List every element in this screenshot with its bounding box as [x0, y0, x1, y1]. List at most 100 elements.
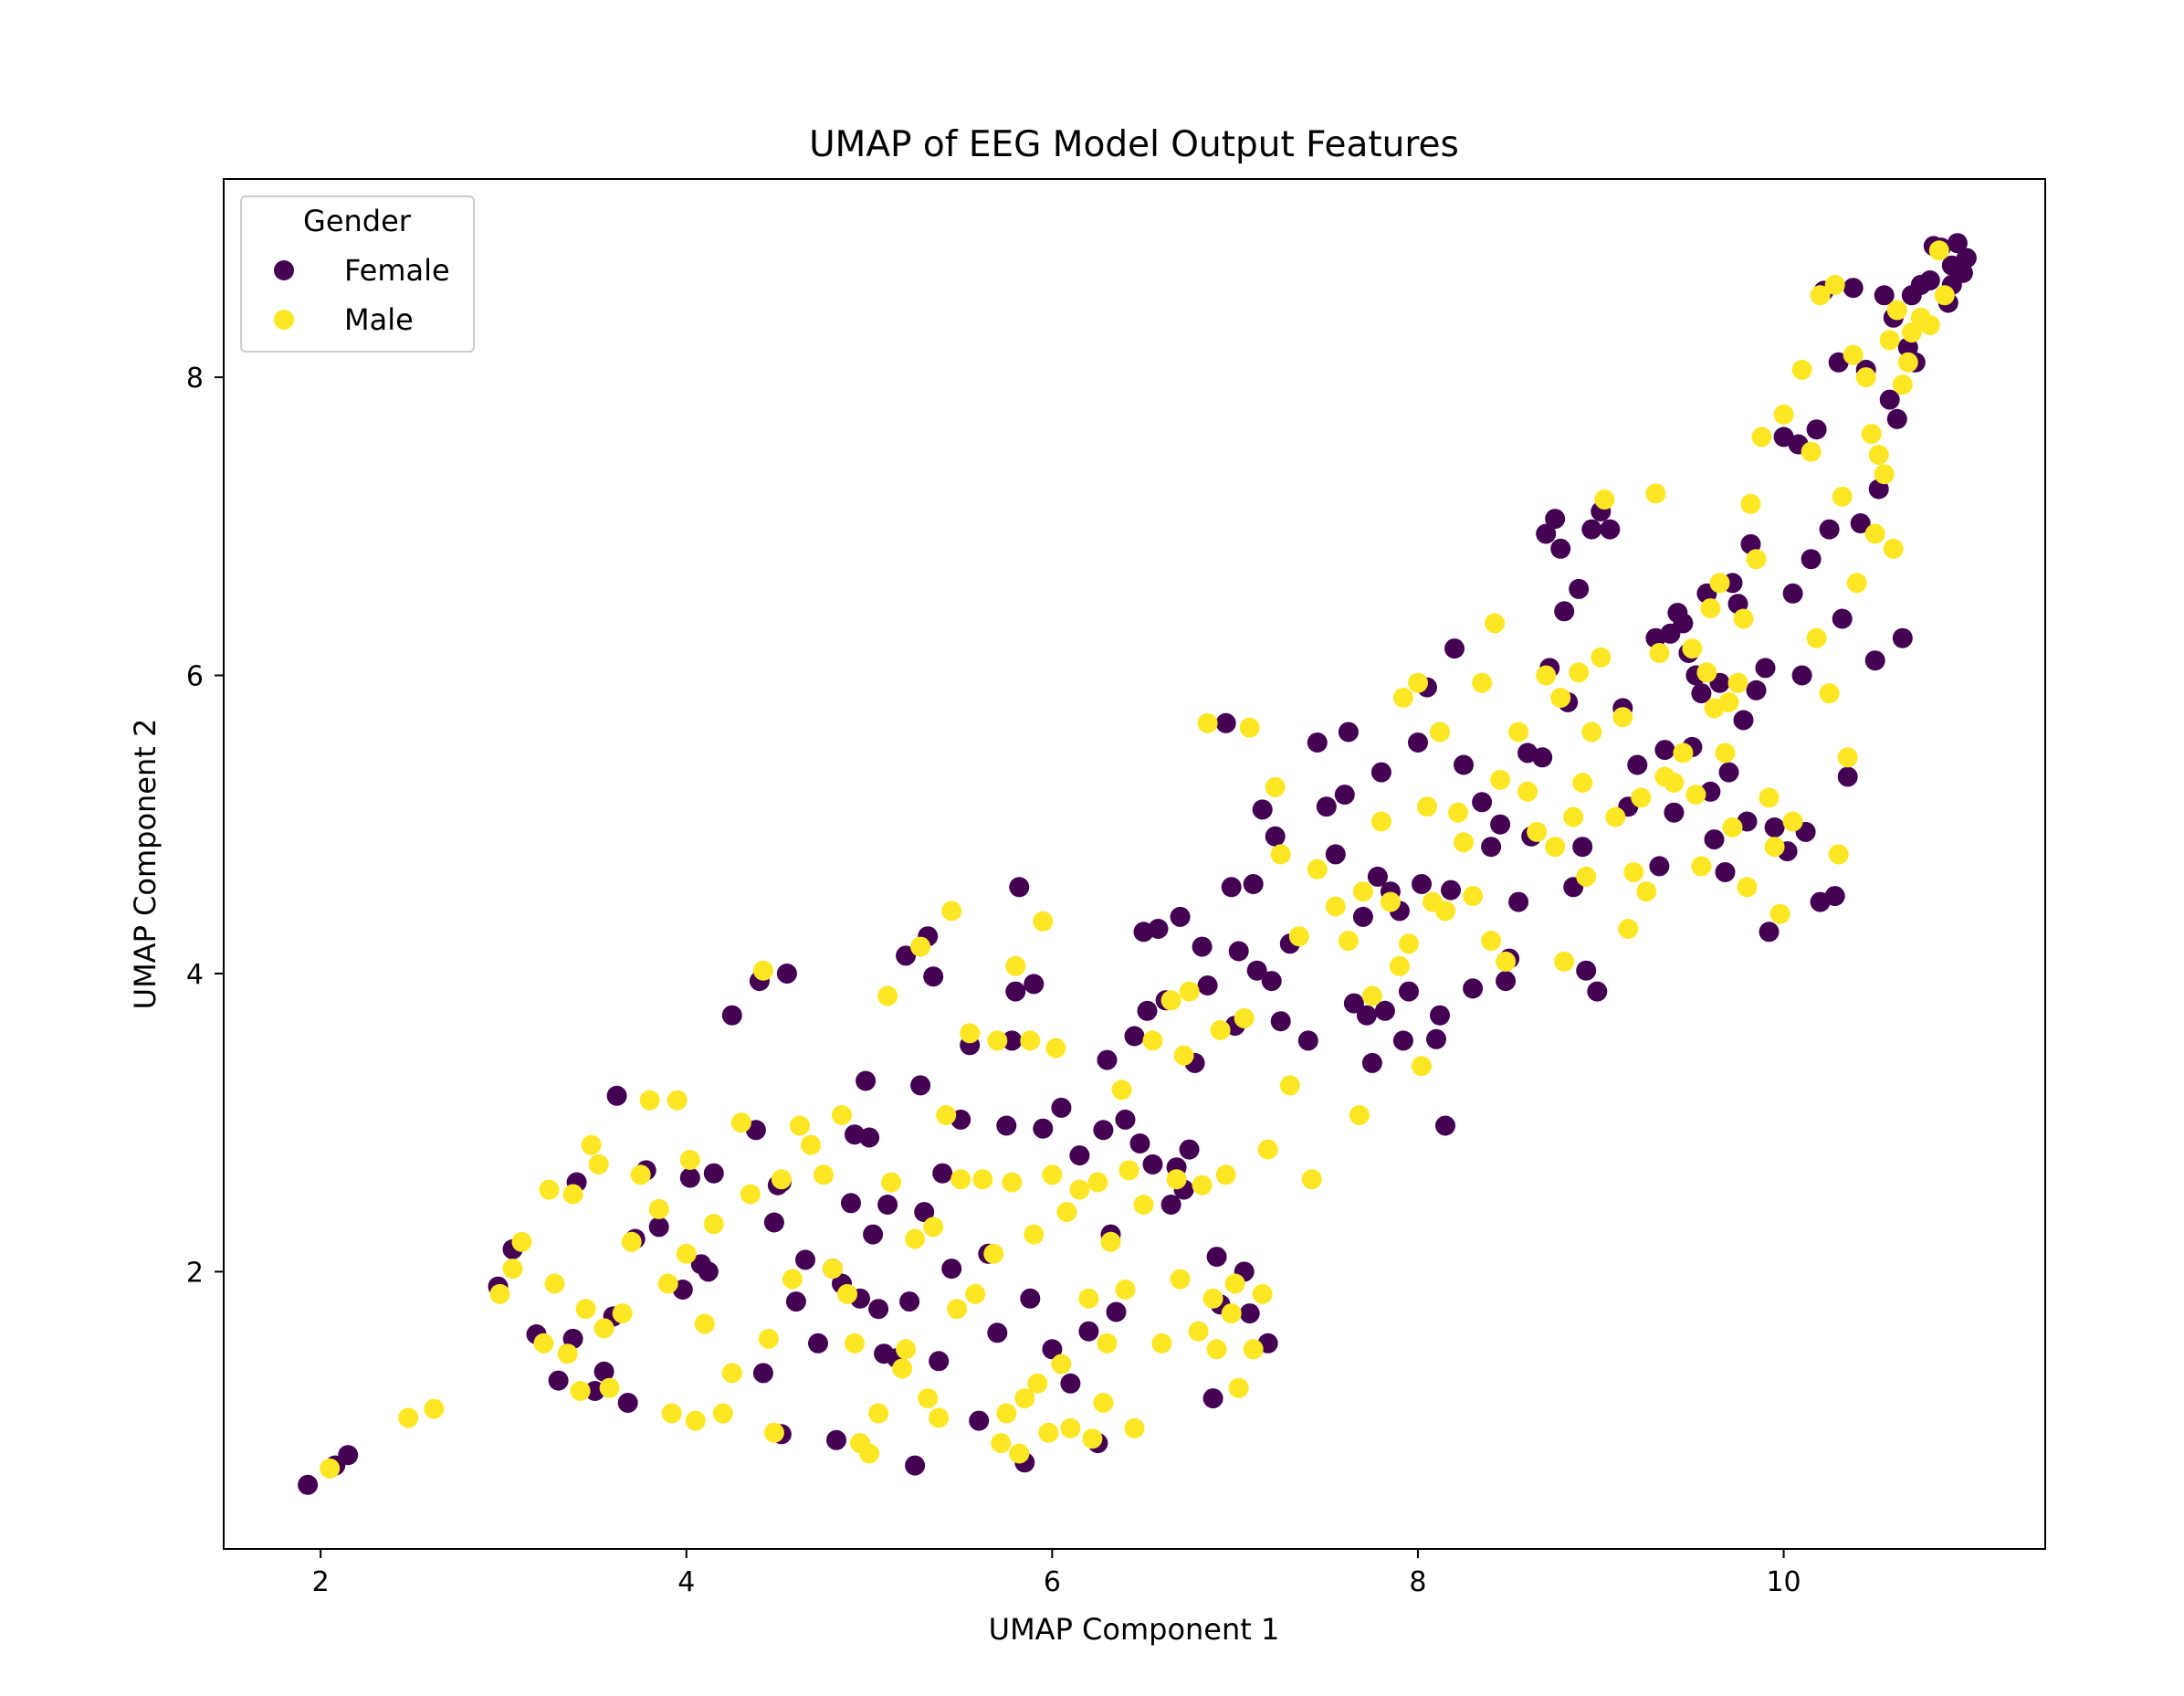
- x-tick-label: 6: [1044, 1566, 1061, 1598]
- point-male: [1197, 712, 1218, 733]
- point-female: [969, 1410, 990, 1431]
- point-female: [1864, 650, 1885, 671]
- point-female: [1252, 799, 1273, 820]
- point-male: [1751, 427, 1772, 448]
- point-male: [1874, 464, 1895, 485]
- point-male: [1270, 844, 1291, 865]
- point-male: [1027, 1373, 1048, 1394]
- point-female: [896, 945, 917, 966]
- point-female: [856, 1070, 877, 1091]
- point-female: [1367, 866, 1388, 887]
- point-female: [1270, 1011, 1291, 1032]
- point-male: [1563, 806, 1584, 827]
- point-female: [1843, 278, 1864, 299]
- point-male: [1118, 1160, 1139, 1181]
- point-male: [1051, 1354, 1072, 1375]
- point-male: [575, 1299, 596, 1320]
- point-male: [639, 1090, 660, 1111]
- point-male: [661, 1403, 682, 1424]
- point-male: [1828, 844, 1849, 865]
- point-male: [721, 1363, 742, 1384]
- point-female: [1733, 710, 1754, 731]
- point-male: [667, 1090, 688, 1111]
- point-male: [1087, 1172, 1108, 1193]
- point-male: [1737, 877, 1758, 898]
- point-female: [1334, 785, 1355, 806]
- point-male: [1715, 743, 1736, 764]
- point-female: [1832, 608, 1853, 629]
- point-male: [740, 1184, 761, 1205]
- point-female: [1554, 601, 1575, 622]
- point-male: [511, 1231, 532, 1252]
- point-male: [1536, 665, 1557, 686]
- point-female: [721, 1005, 742, 1026]
- point-male: [1100, 1231, 1121, 1252]
- x-axis-label: UMAP Component 1: [989, 1612, 1280, 1647]
- point-male: [1020, 1030, 1041, 1051]
- point-male: [960, 1023, 981, 1044]
- point-female: [1764, 817, 1785, 837]
- point-female: [1791, 665, 1812, 686]
- point-female: [1536, 523, 1557, 544]
- point-male: [892, 1358, 913, 1379]
- point-male: [648, 1198, 669, 1219]
- point-male: [1257, 1139, 1278, 1160]
- point-male: [1279, 1075, 1300, 1096]
- point-female: [1228, 941, 1249, 962]
- point-male: [1307, 859, 1328, 880]
- legend-marker-female: [274, 260, 294, 280]
- point-male: [1773, 404, 1794, 425]
- point-male: [1463, 886, 1484, 907]
- point-female: [1399, 981, 1419, 1002]
- point-female: [1569, 578, 1590, 599]
- point-female: [1481, 837, 1502, 858]
- point-male: [1160, 990, 1181, 1011]
- point-female: [1412, 874, 1432, 894]
- point-female: [1170, 906, 1191, 927]
- point-male: [533, 1333, 554, 1354]
- point-female: [1356, 1005, 1377, 1026]
- point-female: [1124, 1026, 1145, 1047]
- point-female: [1307, 732, 1328, 753]
- point-female: [795, 1249, 815, 1270]
- point-male: [1919, 315, 1940, 335]
- point-male: [1740, 493, 1761, 514]
- series-male: [320, 240, 1955, 1479]
- point-male: [570, 1381, 591, 1401]
- point-male: [1709, 573, 1730, 594]
- point-female: [648, 1217, 669, 1238]
- point-male: [1554, 951, 1575, 972]
- point-male: [1024, 1224, 1045, 1245]
- point-male: [1517, 781, 1538, 802]
- point-female: [1192, 936, 1213, 957]
- point-male: [657, 1273, 678, 1294]
- point-male: [1928, 240, 1949, 261]
- point-male: [1810, 285, 1831, 306]
- point-male: [1093, 1393, 1114, 1413]
- point-male: [1097, 1333, 1118, 1354]
- point-female: [1454, 754, 1474, 775]
- point-male: [581, 1134, 602, 1155]
- point-male: [1868, 445, 1889, 465]
- point-female: [1718, 762, 1739, 783]
- point-male: [557, 1343, 578, 1364]
- point-female: [1850, 513, 1871, 533]
- legend-label-female: Female: [344, 253, 450, 288]
- point-male: [1481, 931, 1502, 952]
- point-male: [837, 1283, 857, 1304]
- point-male: [936, 1105, 957, 1125]
- point-female: [703, 1163, 724, 1184]
- point-male: [1691, 856, 1712, 877]
- plot-frame: [223, 178, 2046, 1550]
- point-female: [914, 1202, 935, 1223]
- point-male: [947, 1299, 968, 1320]
- point-female: [1444, 638, 1465, 659]
- point-female: [1691, 683, 1712, 704]
- point-female: [1115, 1109, 1136, 1130]
- point-male: [1892, 374, 1913, 395]
- point-male: [1124, 1417, 1145, 1438]
- point-male: [1239, 717, 1260, 738]
- point-female: [1408, 732, 1428, 753]
- point-female: [1587, 981, 1608, 1002]
